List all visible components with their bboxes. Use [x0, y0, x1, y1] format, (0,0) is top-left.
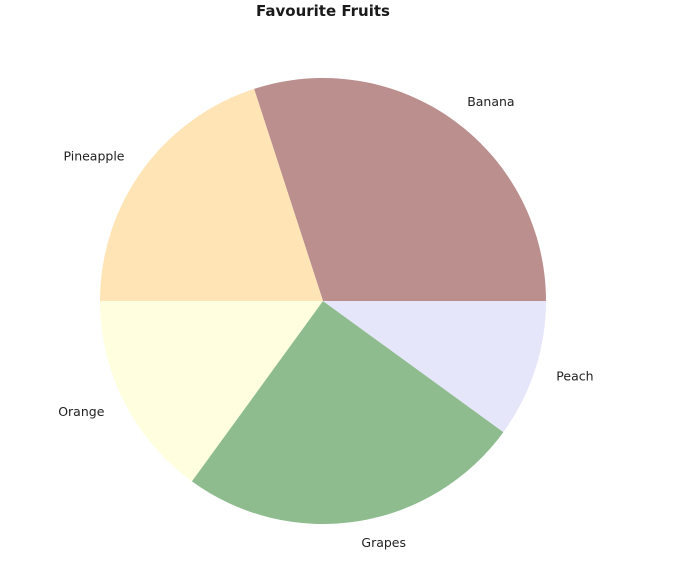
pie-label-orange: Orange	[58, 404, 104, 419]
pie-label-banana: Banana	[467, 94, 514, 109]
pie-slice-pineapple	[99, 88, 324, 301]
pie-label-pineapple: Pineapple	[63, 148, 124, 163]
pie-slice-orange	[100, 301, 323, 482]
pie-slice-peach	[323, 301, 546, 433]
chart-title: Favourite Fruits	[256, 2, 390, 20]
pie-labels: Banana Pineapple Orange Grapes Peach	[58, 94, 593, 550]
pie-slices	[99, 77, 546, 525]
pie-slice-banana	[254, 77, 546, 301]
pie-label-grapes: Grapes	[361, 535, 406, 550]
pie-slice-grapes	[191, 301, 504, 525]
pie-label-peach: Peach	[556, 368, 593, 383]
